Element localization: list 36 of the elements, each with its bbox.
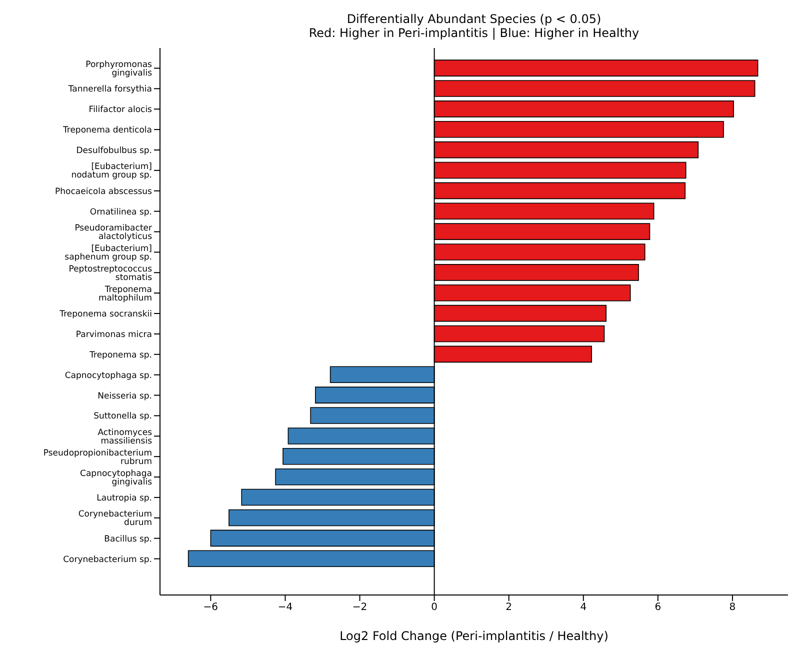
y-tick-label: Porphyromonas gingivalis xyxy=(86,60,153,78)
x-tick-label: −2 xyxy=(352,602,368,614)
y-tick-label: Treponema maltophilum xyxy=(98,284,152,304)
y-tick-label: Pseudopropionibacterium rubrum xyxy=(43,448,152,467)
x-tick-label: −6 xyxy=(203,602,218,614)
y-tick-label: Filifactor alocis xyxy=(88,105,153,116)
y-tick-label: Lautropia sp. xyxy=(96,493,152,504)
x-tick-label: 8 xyxy=(729,602,736,614)
x-tick-label: 4 xyxy=(580,602,587,614)
y-tick-label: Bacillus sp. xyxy=(104,534,152,544)
y-tick-label: Ornatilinea sp. xyxy=(90,207,152,218)
y-tick-label: Corynebacterium durum xyxy=(78,510,152,528)
y-tick-label: Treponema sp. xyxy=(88,350,152,360)
x-tick-label: 2 xyxy=(506,602,512,614)
y-tick-label: Corynebacterium sp. xyxy=(63,554,152,565)
y-tick-label: [Eubacterium] saphenum group sp. xyxy=(64,244,152,262)
y-tick-label: [Eubacterium] nodatum group sp. xyxy=(71,162,152,181)
y-tick-label: Phocaeicola abscessus xyxy=(55,186,153,197)
y-tick-label: Treponema denticola xyxy=(62,126,152,136)
y-tick-label: Capnocytophaga sp. xyxy=(64,370,152,381)
y-tick-label: Neisseria sp. xyxy=(98,391,152,402)
x-axis-title: Log2 Fold Change (Peri-implantitis / Healthy) xyxy=(340,629,608,643)
chart-subtitle: Red: Higher in Peri-implantitis | Blue: Higher in Healthy xyxy=(308,26,640,40)
y-tick-label: Capnocytophaga gingivalis xyxy=(80,468,153,488)
y-tick-label: Actinomyces massiliensis xyxy=(98,428,153,446)
y-tick-label: Treponema socranskii xyxy=(58,310,152,320)
x-tick-label: 0 xyxy=(431,602,438,614)
x-tick-label: −4 xyxy=(278,602,293,614)
x-tick-label: 6 xyxy=(654,602,662,614)
y-tick-label: Parvimonas micra xyxy=(76,330,152,340)
y-tick-label: Tannerella forsythia xyxy=(67,84,152,95)
y-tick-label: Pseudoramibacter alactolyticus xyxy=(74,224,153,242)
y-tick-label: Desulfobulbus sp. xyxy=(76,146,152,156)
y-tick-label: Peptostreptococcus stomatis xyxy=(68,264,153,283)
y-tick-label: Suttonella sp. xyxy=(94,412,152,422)
chart-title: Differentially Abundant Species (p < 0.05) xyxy=(346,12,602,26)
